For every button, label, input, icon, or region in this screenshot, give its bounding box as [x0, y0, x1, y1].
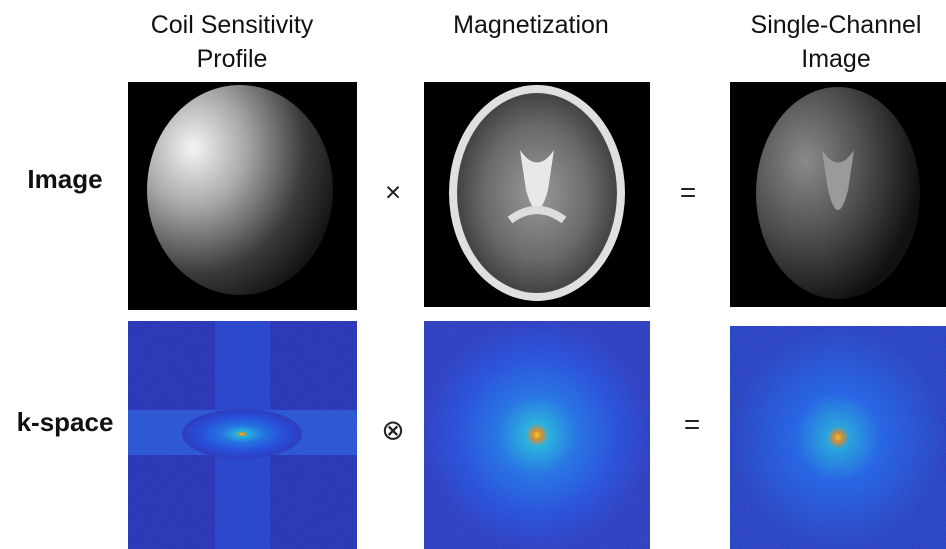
- coil-kspace: [128, 321, 357, 549]
- figure: Coil Sensitivity Profile Magnetization S…: [0, 0, 946, 549]
- header-line: Profile: [197, 45, 268, 73]
- operator: ⊗: [381, 414, 404, 445]
- magnetization-image: [424, 82, 650, 307]
- operator: =: [680, 176, 696, 207]
- operator: ×: [385, 176, 401, 207]
- row-label: Image: [27, 164, 102, 194]
- single-channel-kspace: [730, 326, 946, 549]
- row-label: k-space: [17, 407, 114, 437]
- magnetization-kspace: [424, 321, 650, 549]
- operator: =: [684, 408, 700, 439]
- header-line: Single-Channel: [751, 11, 922, 39]
- coil-sensitivity-image: [128, 82, 357, 310]
- header-line: Coil Sensitivity: [151, 11, 314, 39]
- header-line: Magnetization: [453, 11, 609, 39]
- column-headers: Coil Sensitivity Profile Magnetization S…: [151, 11, 922, 73]
- header-line: Image: [801, 45, 870, 73]
- single-channel-image: [730, 82, 946, 307]
